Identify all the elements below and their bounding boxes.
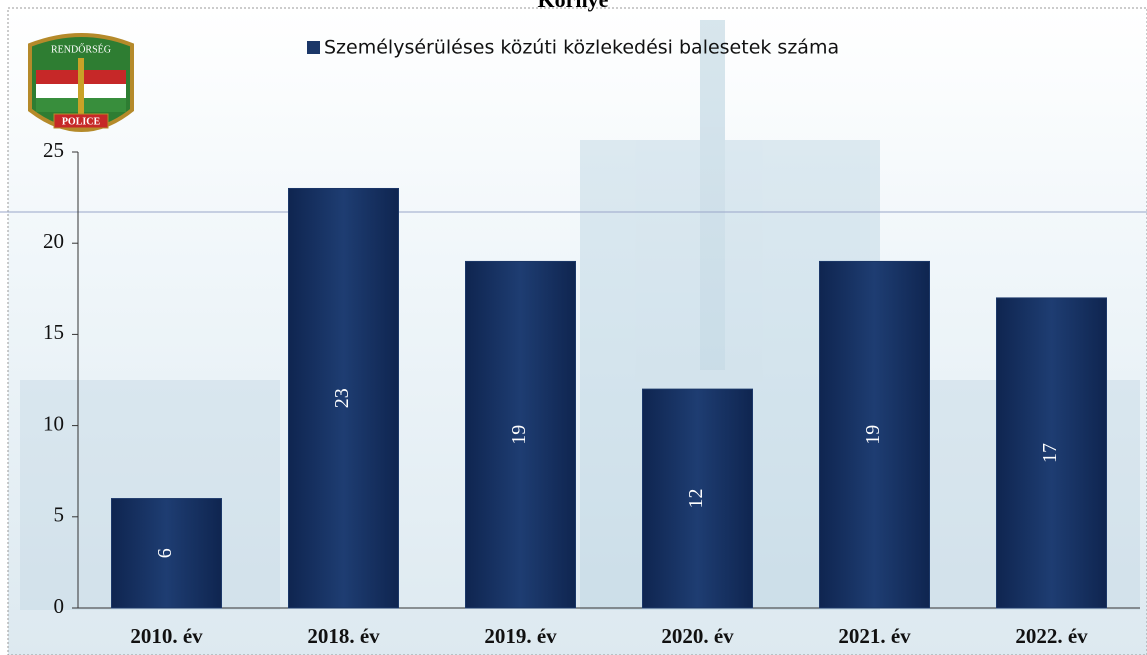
y-tick-label: 5 — [54, 503, 65, 527]
bar — [465, 260, 576, 609]
legend-swatch — [307, 41, 320, 54]
y-tick-label: 0 — [54, 594, 65, 618]
y-tick-label: 25 — [43, 138, 64, 162]
data-label: 19 — [508, 425, 530, 445]
data-label: 6 — [154, 548, 176, 558]
logo-bottom-text: POLICE — [62, 116, 101, 127]
y-tick-label: 10 — [43, 411, 64, 435]
logo-top-text: RENDŐRSÉG — [51, 43, 111, 55]
x-tick-label: 2020. év — [661, 624, 734, 648]
x-tick-label: 2010. év — [130, 624, 203, 648]
bar — [996, 297, 1107, 609]
x-tick-label: 2021. év — [838, 624, 911, 648]
legend-label: Személysérüléses közúti közlekedési bale… — [324, 37, 839, 59]
bar — [111, 498, 222, 609]
chart-title: Környe — [538, 0, 609, 12]
bar — [642, 388, 753, 609]
x-tick-label: 2019. év — [484, 624, 557, 648]
x-tick-label: 2022. év — [1015, 624, 1088, 648]
logo: RENDŐRSÉG POLICE — [28, 33, 134, 132]
y-tick-label: 20 — [43, 229, 64, 253]
data-label: 19 — [862, 425, 884, 445]
y-tick-label: 15 — [43, 320, 64, 344]
data-label: 12 — [685, 489, 707, 509]
bar — [819, 260, 930, 609]
data-label: 23 — [331, 388, 353, 408]
data-label: 17 — [1039, 443, 1061, 463]
x-tick-label: 2018. év — [307, 624, 380, 648]
bar — [288, 187, 399, 609]
